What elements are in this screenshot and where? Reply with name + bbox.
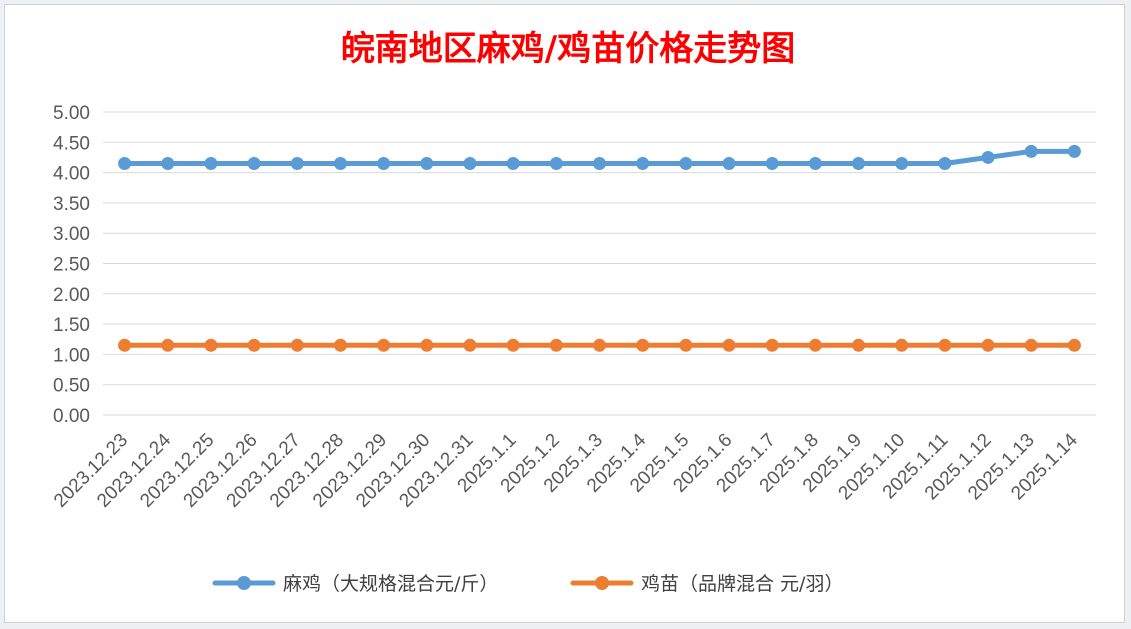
data-point <box>377 338 391 352</box>
data-point <box>118 338 132 352</box>
data-point <box>852 338 866 352</box>
data-point <box>161 157 175 171</box>
y-tick-label: 0.50 <box>53 376 90 397</box>
data-point <box>593 338 606 352</box>
data-point <box>808 338 822 352</box>
data-point <box>549 157 563 171</box>
y-tick-label: 2.00 <box>53 285 90 306</box>
data-point <box>938 338 952 352</box>
data-point <box>506 338 520 352</box>
data-point <box>895 338 909 352</box>
legend-swatch-marker <box>237 576 251 590</box>
data-point <box>722 157 736 171</box>
data-point <box>247 157 261 171</box>
legend-label: 麻鸡（大规格混合元/斤） <box>283 573 498 595</box>
y-tick-label: 1.50 <box>53 315 90 336</box>
data-point <box>808 157 822 171</box>
data-point <box>118 157 132 171</box>
data-point <box>938 157 952 171</box>
legend-item: 鸡苗（品牌混合 元/羽） <box>570 573 843 595</box>
data-point <box>981 150 995 164</box>
y-tick-label: 4.50 <box>53 133 90 154</box>
legend: 麻鸡（大规格混合元/斤） 鸡苗（品牌混合 元/羽） <box>212 573 843 595</box>
data-point <box>636 338 650 352</box>
legend-label: 鸡苗（品牌混合 元/羽） <box>641 573 843 595</box>
data-point <box>420 338 434 352</box>
series-1 <box>118 144 1081 171</box>
data-point <box>636 157 650 171</box>
data-point <box>204 157 218 171</box>
data-point <box>549 338 563 352</box>
series-lines <box>118 144 1081 352</box>
y-axis-tick-labels: 0.00 0.50 1.00 1.50 2.00 2.50 3.00 3.50 4.00 4.50… <box>53 103 90 427</box>
y-tick-label: 1.00 <box>53 345 90 366</box>
data-point <box>1024 144 1038 158</box>
y-tick-label: 3.00 <box>53 224 90 245</box>
gridlines <box>103 111 1096 416</box>
data-point <box>981 338 995 352</box>
data-point <box>161 338 175 352</box>
data-point <box>290 157 304 171</box>
data-point <box>1067 144 1081 158</box>
data-point <box>679 338 693 352</box>
data-point <box>420 157 434 171</box>
chart-frame: 皖南地区麻鸡/鸡苗价格走势图 0.00 0.50 1.00 1.50 2.00 2.50 3… <box>4 4 1125 623</box>
legend-swatch-marker <box>595 576 609 590</box>
y-tick-label: 3.50 <box>53 194 90 215</box>
data-point <box>333 157 347 171</box>
data-point <box>722 338 736 352</box>
data-point <box>765 338 779 352</box>
data-point <box>593 157 606 171</box>
data-point <box>852 157 866 171</box>
y-tick-label: 4.00 <box>53 164 90 185</box>
data-point <box>765 157 779 171</box>
data-point <box>895 157 909 171</box>
data-point <box>463 338 477 352</box>
data-point <box>204 338 218 352</box>
y-tick-label: 5.00 <box>53 103 90 124</box>
data-point <box>333 338 347 352</box>
series-2 <box>118 338 1081 352</box>
data-point <box>463 157 477 171</box>
chart-title: 皖南地区麻鸡/鸡苗价格走势图 <box>341 29 795 69</box>
y-tick-label: 0.00 <box>53 406 90 427</box>
legend-item: 麻鸡（大规格混合元/斤） <box>212 573 498 595</box>
data-point <box>1024 338 1038 352</box>
data-point <box>377 157 391 171</box>
data-point <box>247 338 261 352</box>
y-tick-label: 2.50 <box>53 255 90 276</box>
data-point <box>679 157 693 171</box>
data-point <box>1067 338 1081 352</box>
data-point <box>506 157 520 171</box>
line-chart: 皖南地区麻鸡/鸡苗价格走势图 0.00 0.50 1.00 1.50 2.00 2.50 3… <box>50 29 1096 595</box>
data-point <box>290 338 304 352</box>
x-axis-tick-labels: 2023.12.232023.12.242023.12.252023.12.26… <box>50 429 1082 511</box>
